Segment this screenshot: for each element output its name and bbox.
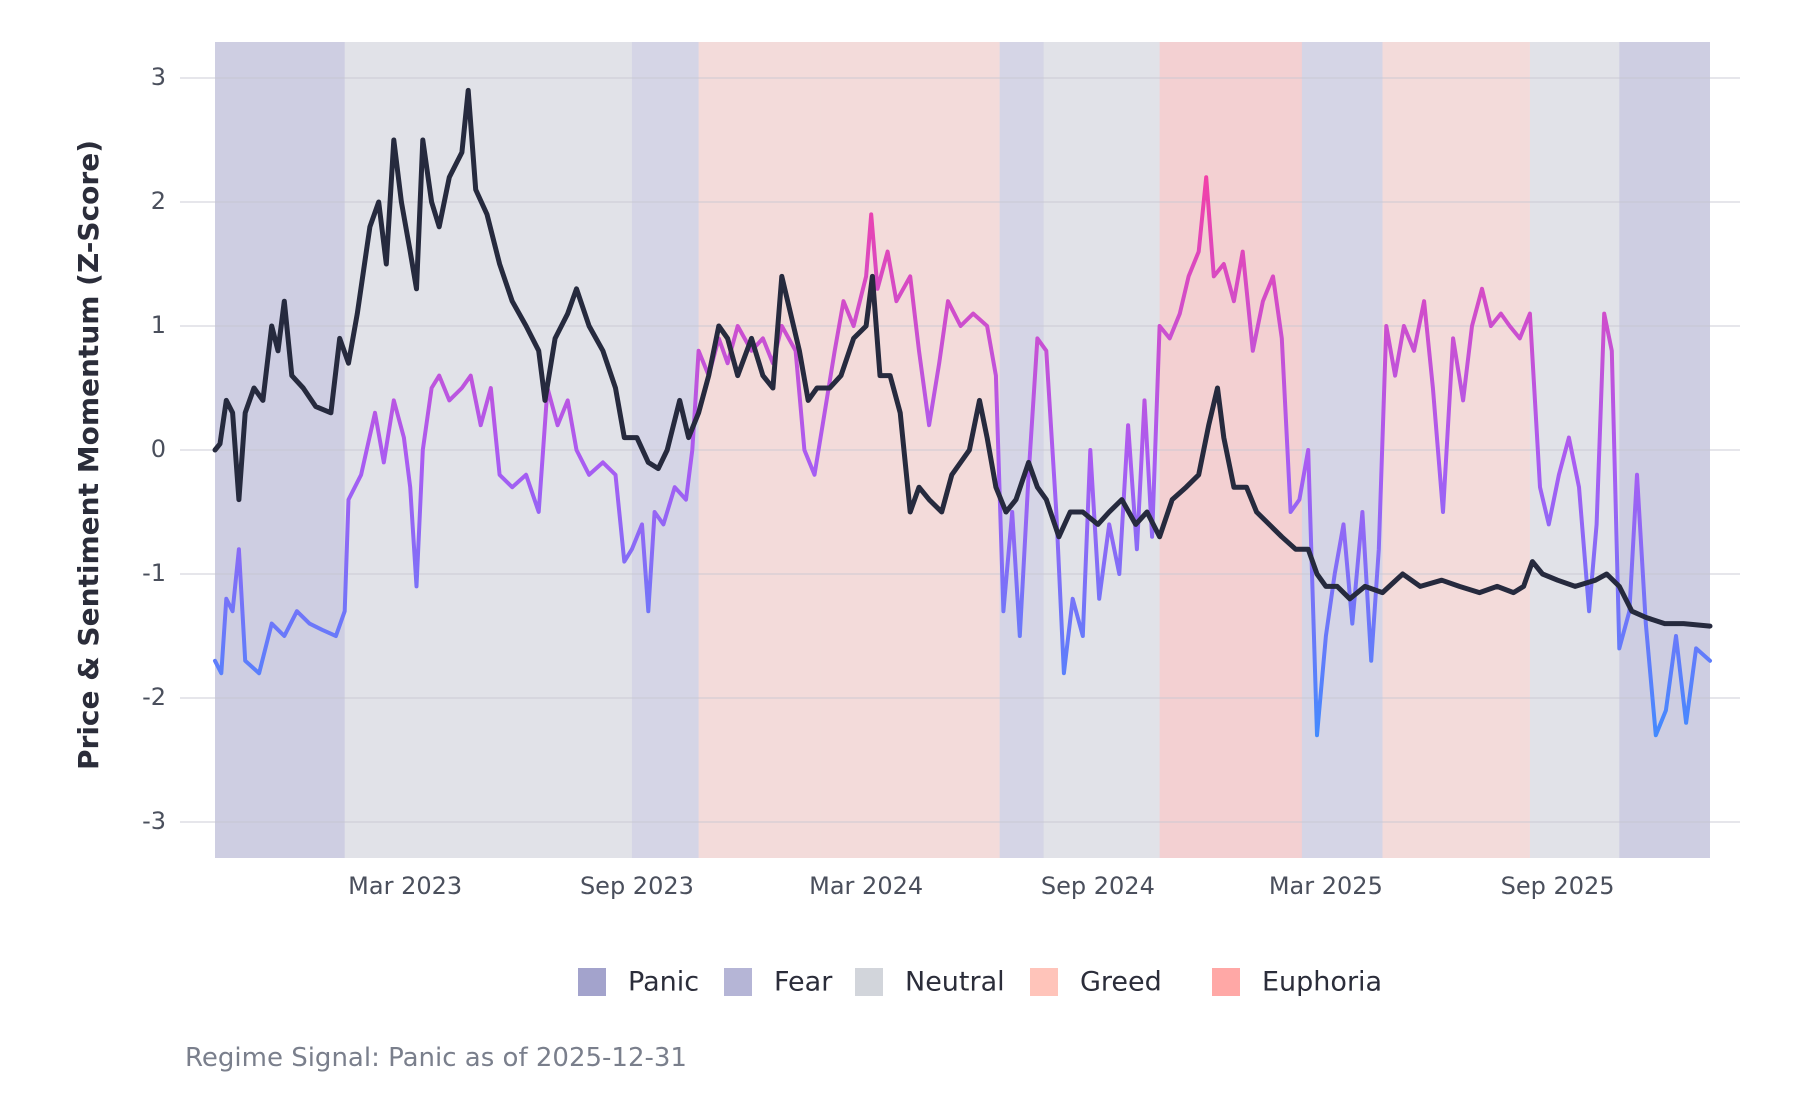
x-tick-label: Mar 2025 (1269, 872, 1383, 900)
legend-swatch-neutral (855, 968, 883, 996)
x-tick-label: Mar 2024 (809, 872, 923, 900)
regime-signal-caption: Regime Signal: Panic as of 2025-12-31 (185, 1043, 687, 1073)
y-tick-labels: 3 2 1 0 -1 -2 -3 (142, 63, 166, 835)
y-tick-label: -2 (142, 683, 166, 711)
y-tick-label: -1 (142, 559, 166, 587)
x-tick-label: Sep 2023 (580, 872, 694, 900)
y-tick-label: 0 (151, 435, 166, 463)
legend-swatch-fear (724, 968, 752, 996)
y-axis-title: Price & Sentiment Momentum (Z-Score) (72, 140, 105, 770)
grid-lines (180, 77, 1740, 823)
x-tick-label: Sep 2024 (1041, 872, 1155, 900)
y-tick-label: 1 (151, 311, 166, 339)
x-tick-label: Mar 2023 (348, 872, 462, 900)
y-tick-label: 3 (151, 63, 166, 91)
x-tick-label: Sep 2025 (1501, 872, 1615, 900)
legend-label-fear: Fear (774, 967, 833, 998)
legend: Panic Fear Neutral Greed Euphoria (578, 967, 1382, 998)
legend-label-euphoria: Euphoria (1262, 967, 1382, 998)
legend-label-neutral: Neutral (905, 967, 1005, 998)
y-tick-label: -3 (142, 807, 166, 835)
series-lines (212, 87, 1713, 738)
legend-label-panic: Panic (628, 967, 699, 998)
legend-swatch-greed (1030, 968, 1058, 996)
y-tick-label: 2 (151, 187, 166, 215)
legend-swatch-euphoria (1212, 968, 1240, 996)
price-momentum-line (212, 87, 1713, 629)
legend-label-greed: Greed (1080, 967, 1162, 998)
sentiment-momentum-line (213, 175, 1712, 738)
x-tick-labels: Mar 2023 Sep 2023 Mar 2024 Sep 2024 Mar 2025… (348, 872, 1614, 900)
legend-swatch-panic (578, 968, 606, 996)
